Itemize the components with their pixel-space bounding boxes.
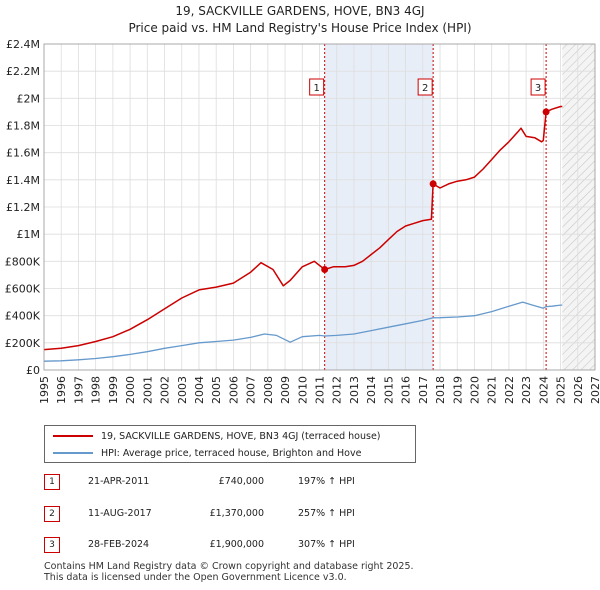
transaction-hpi: 257% ↑ HPI	[298, 508, 355, 519]
transaction-number: 3	[44, 537, 60, 553]
x-tick-label: 2020	[468, 376, 481, 404]
sale-marker-box	[417, 78, 433, 96]
legend-hpi-label: HPI: Average price, terraced house, Brig…	[101, 447, 362, 459]
x-tick-label: 2007	[245, 376, 258, 404]
x-tick-label: 2027	[589, 376, 600, 404]
legend: 19, SACKVILLE GARDENS, HOVE, BN3 4GJ (te…	[44, 425, 416, 463]
x-tick-label: 2004	[193, 376, 206, 404]
x-tick-label: 2022	[503, 376, 516, 404]
y-tick-label: £2.2M	[6, 65, 40, 78]
x-tick-label: 2018	[434, 376, 447, 404]
sale-marker-box	[309, 78, 325, 96]
x-tick-label: 2012	[331, 376, 344, 404]
transaction-hpi: 307% ↑ HPI	[298, 539, 355, 550]
transaction-row: 3 28-FEB-2024 £1,900,000 307% ↑ HPI	[44, 537, 464, 555]
x-tick-label: 2000	[124, 376, 137, 404]
y-tick-label: £2M	[17, 92, 41, 105]
y-tick-label: £200K	[5, 337, 41, 350]
sale-point	[429, 180, 437, 188]
x-tick-label: 2023	[520, 376, 533, 404]
y-tick-label: £0	[26, 364, 40, 377]
sale-marker-box	[530, 78, 546, 96]
chart-title: 19, SACKVILLE GARDENS, HOVE, BN3 4GJ	[175, 4, 425, 18]
x-tick-label: 2021	[486, 376, 499, 404]
transaction-date: 11-AUG-2017	[88, 508, 152, 519]
x-tick-label: 2013	[348, 376, 361, 404]
x-tick-label: 1995	[38, 376, 51, 404]
x-tick-label: 2011	[314, 376, 327, 404]
y-tick-label: £1.6M	[6, 147, 40, 160]
x-tick-label: 2001	[141, 376, 154, 404]
price-chart: £0 £200K £400K £600K £800K £1M £1.2M £1.4M £1.6M…	[5, 38, 600, 404]
sale-point	[542, 108, 550, 116]
y-tick-label: £1.8M	[6, 120, 40, 133]
x-tick-label: 2002	[159, 376, 172, 404]
transaction-price: £740,000	[218, 476, 264, 487]
x-tick-label: 2005	[210, 376, 223, 404]
legend-property-label: 19, SACKVILLE GARDENS, HOVE, BN3 4GJ (te…	[101, 430, 381, 442]
x-tick-label: 2003	[176, 376, 189, 404]
transaction-row: 2 11-AUG-2017 £1,370,000 257% ↑ HPI	[44, 506, 464, 524]
y-tick-label: £1M	[17, 228, 41, 241]
x-tick-label: 2017	[417, 376, 430, 404]
x-tick-label: 1996	[55, 376, 68, 404]
property-price-line	[43, 105, 563, 351]
transaction-price: £1,900,000	[209, 539, 264, 550]
transaction-date: 28-FEB-2024	[88, 539, 150, 550]
x-tick-label: 2019	[451, 376, 464, 404]
transaction-price: £1,370,000	[209, 508, 264, 519]
plot-frame	[43, 43, 596, 371]
y-tick-label: £800K	[5, 255, 41, 268]
sale-marker-label: 2	[422, 83, 428, 94]
x-tick-label: 2016	[400, 376, 413, 404]
sale-point	[321, 265, 329, 273]
x-tick-label: 1998	[90, 376, 103, 404]
x-tick-label: 2009	[279, 376, 292, 404]
transaction-row: 1 21-APR-2011 £740,000 197% ↑ HPI	[44, 474, 464, 492]
x-tick-label: 2008	[262, 376, 275, 404]
legend-hpi-swatch	[53, 452, 93, 454]
x-tick-label: 2025	[555, 376, 568, 404]
y-tick-label: £600K	[5, 283, 41, 296]
y-tick-label: £1.4M	[6, 174, 40, 187]
transaction-number: 1	[44, 474, 60, 490]
x-tick-label: 2024	[537, 376, 550, 404]
chart-subtitle: Price paid vs. HM Land Registry's House …	[128, 21, 472, 35]
transaction-number: 2	[44, 506, 60, 522]
x-tick-label: 2006	[227, 376, 240, 404]
sale-marker-label: 3	[535, 83, 541, 94]
x-tick-label: 1997	[72, 376, 85, 404]
x-tick-label: 2014	[365, 376, 378, 404]
x-tick-label: 2026	[572, 376, 585, 404]
x-tick-label: 2015	[382, 376, 395, 404]
sale-marker-label: 1	[313, 83, 319, 94]
transaction-hpi: 197% ↑ HPI	[298, 476, 355, 487]
x-tick-label: 2010	[296, 376, 309, 404]
y-tick-label: £1.2M	[6, 201, 40, 214]
y-tick-label: £2.4M	[6, 38, 40, 51]
footer-copyright: Contains HM Land Registry data © Crown c…	[44, 561, 414, 572]
footer-license: This data is licensed under the Open Gov…	[44, 572, 347, 583]
hpi-line	[43, 301, 563, 362]
transaction-date: 21-APR-2011	[88, 476, 150, 487]
legend-property-swatch	[53, 435, 93, 437]
x-tick-label: 1999	[107, 376, 120, 404]
y-tick-label: £400K	[5, 310, 41, 323]
